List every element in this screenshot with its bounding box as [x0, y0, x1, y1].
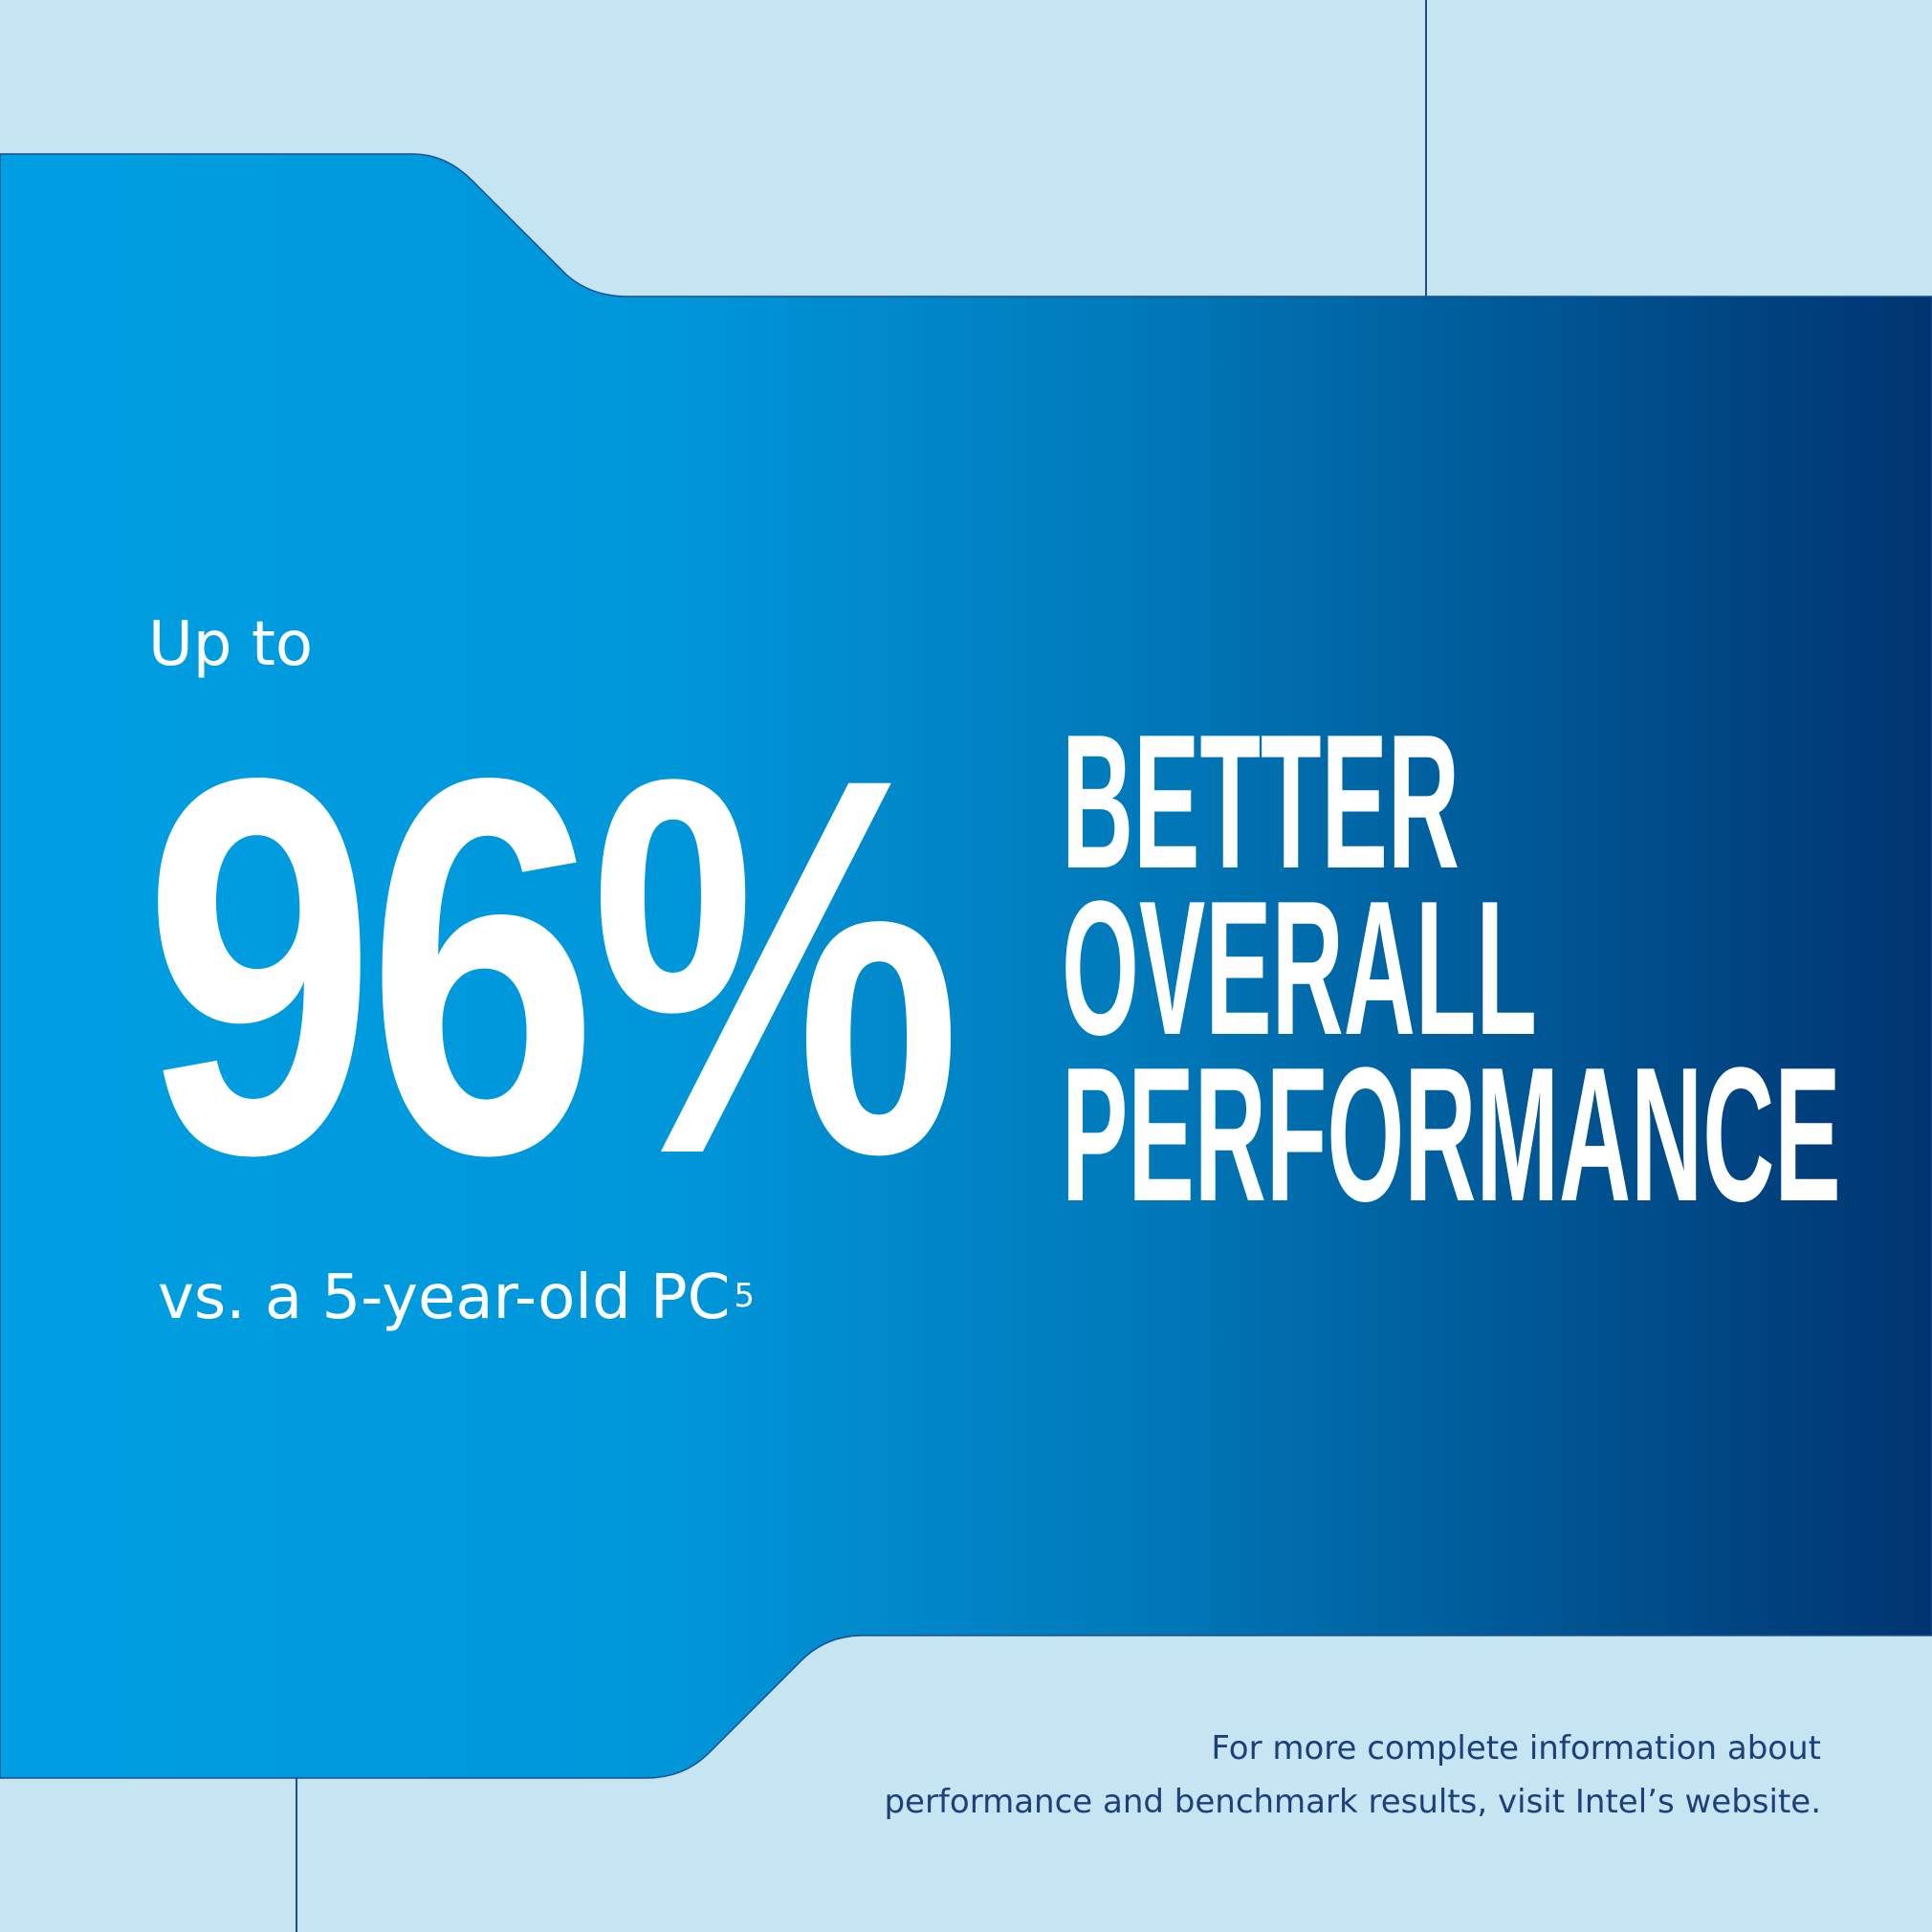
intro-text: Up to	[148, 609, 314, 680]
footer-line-1: For more complete information about	[1211, 1729, 1821, 1767]
top-divider-line	[1425, 0, 1427, 296]
comparison-label: vs. a 5-year-old PC	[158, 1262, 731, 1333]
stat-percentage: 96%	[143, 667, 962, 1265]
headline: BETTER OVERALL PERFORMANCE	[1062, 695, 1841, 1241]
footer-disclaimer: For more complete information about perf…	[673, 1722, 1821, 1829]
headline-line-2: OVERALL	[1062, 862, 1537, 1075]
headline-line-1: BETTER	[1062, 695, 1460, 909]
bottom-divider-line	[296, 1778, 297, 1932]
headline-line-3: PERFORMANCE	[1062, 1028, 1841, 1241]
footer-line-2: performance and benchmark results, visit…	[884, 1783, 1821, 1821]
comparison-text: vs. a 5-year-old PC 5	[158, 1255, 755, 1341]
footnote-marker: 5	[734, 1277, 755, 1315]
